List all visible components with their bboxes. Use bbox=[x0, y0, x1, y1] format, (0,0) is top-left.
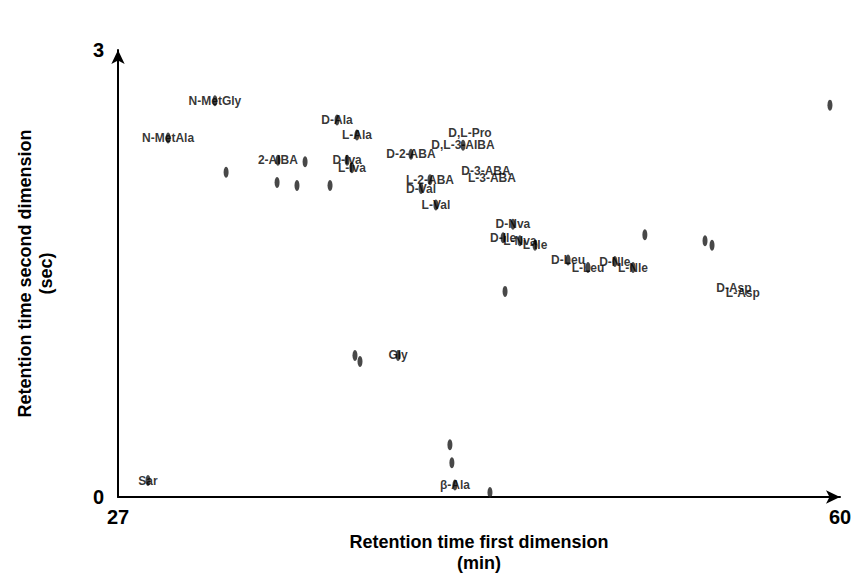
svg-text:L-Nle: L-Nle bbox=[618, 261, 648, 275]
svg-text:0: 0 bbox=[93, 486, 104, 508]
svg-text:D-Leu: D-Leu bbox=[551, 253, 585, 268]
svg-text:60: 60 bbox=[829, 506, 851, 528]
svg-text:L-3-ABA: L-3-ABA bbox=[468, 171, 516, 185]
svg-text:D,L-3-AIBA: D,L-3-AIBA bbox=[431, 138, 495, 152]
svg-text:Sar: Sar bbox=[138, 474, 158, 488]
svg-text:L-Iva: L-Iva bbox=[338, 161, 366, 175]
svg-text:D-2-ABA: D-2-ABA bbox=[386, 147, 436, 161]
svg-text:Gly: Gly bbox=[388, 348, 408, 362]
svg-text:D-Nva: D-Nva bbox=[496, 217, 531, 231]
svg-text:D-Ile: D-Ile bbox=[490, 231, 516, 245]
svg-text:2-AIBA: 2-AIBA bbox=[258, 153, 298, 167]
svg-text:D,L-Pro: D,L-Pro bbox=[448, 126, 491, 140]
svg-text:L-Ile: L-Ile bbox=[523, 238, 548, 252]
svg-text:D-Nle: D-Nle bbox=[599, 254, 631, 269]
svg-text:L-Asp: L-Asp bbox=[726, 286, 760, 300]
svg-text:L-Ala: L-Ala bbox=[342, 128, 372, 142]
svg-text:Retention time second dimensio: Retention time second dimension bbox=[15, 129, 35, 417]
svg-text:(sec): (sec) bbox=[36, 252, 56, 294]
svg-text:D-Val: D-Val bbox=[406, 182, 436, 196]
svg-text:(min): (min) bbox=[457, 553, 501, 573]
svg-text:L-2-ABA: L-2-ABA bbox=[406, 172, 454, 187]
svg-text:L-Leu: L-Leu bbox=[571, 260, 605, 275]
svg-text:β-Ala: β-Ala bbox=[440, 478, 470, 492]
svg-text:3: 3 bbox=[93, 39, 104, 61]
svg-text:N-MetGly: N-MetGly bbox=[189, 94, 242, 108]
svg-text:N-MetAla: N-MetAla bbox=[142, 131, 194, 145]
svg-text:D-Ala: D-Ala bbox=[321, 113, 353, 127]
svg-text:L-Val: L-Val bbox=[422, 198, 451, 212]
svg-text:Retention time first dimension: Retention time first dimension bbox=[349, 532, 608, 552]
svg-text:27: 27 bbox=[107, 506, 129, 528]
